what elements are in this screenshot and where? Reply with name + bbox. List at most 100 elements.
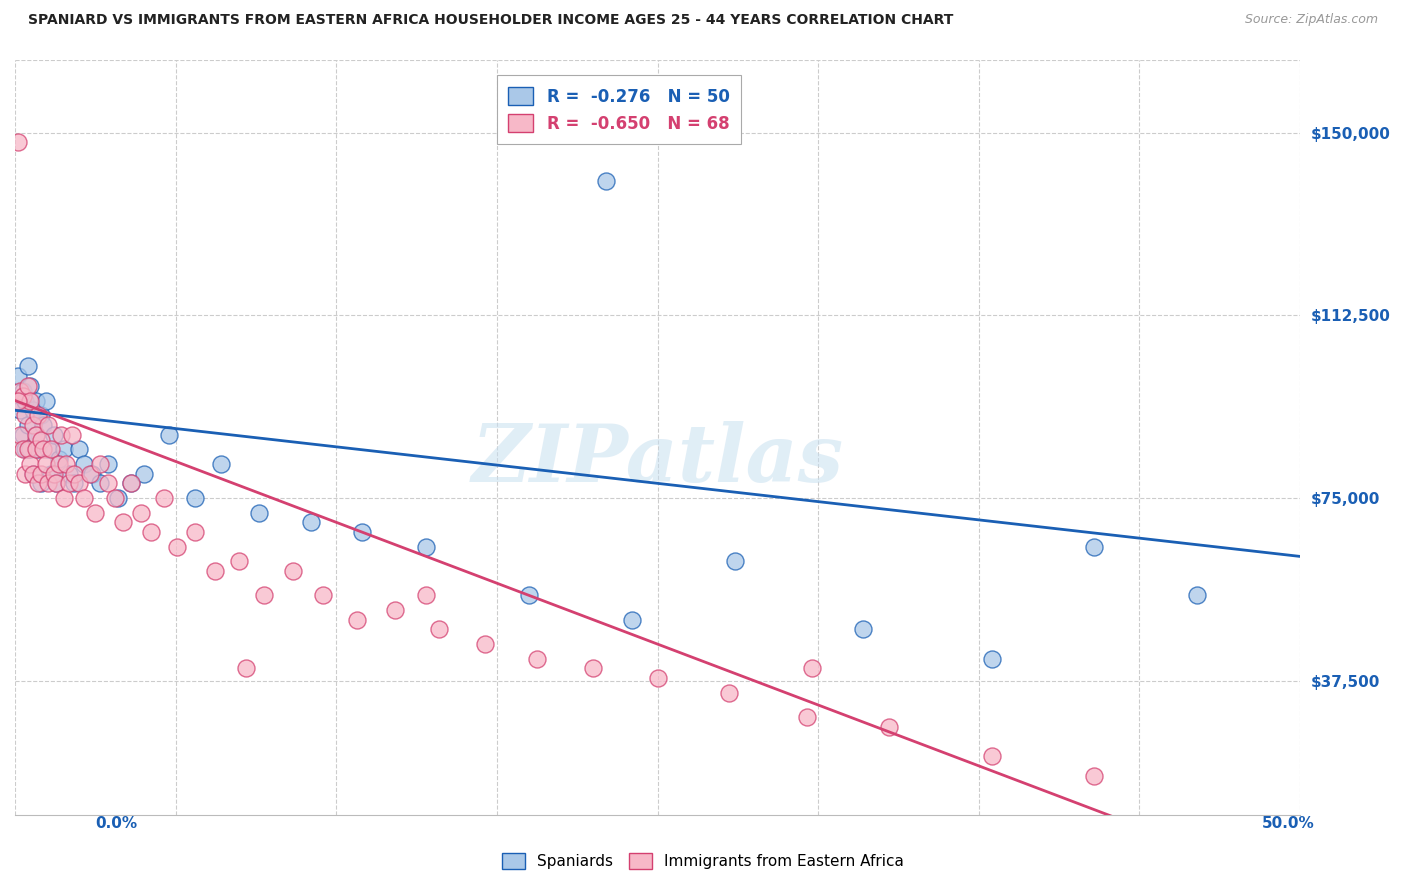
Point [517,588,540,602]
Point [17,379,39,393]
Point [52,491,75,505]
Point [184,524,207,539]
Point [17,442,39,457]
Point [166,540,188,554]
Point [83,506,105,520]
Point [582,661,605,675]
Point [415,588,437,602]
Point [6,393,28,408]
Point [21,417,44,432]
Point [718,686,741,700]
Point [14,408,37,422]
Point [73,491,96,505]
Point [17,359,39,374]
Legend: R =  -0.276   N = 50, R =  -0.650   N = 68: R = -0.276 N = 50, R = -0.650 N = 68 [496,76,741,145]
Point [14,467,37,481]
Point [63,467,86,481]
Point [235,661,257,675]
Point [32,417,55,432]
Point [27,442,49,457]
Point [89,476,111,491]
Point [800,661,823,675]
Point [8,403,31,417]
Point [48,457,70,471]
Point [89,457,111,471]
Point [247,506,270,520]
Point [723,554,745,568]
Point [67,476,90,491]
Point [346,613,368,627]
Point [96,457,118,471]
Point [8,384,31,398]
Point [21,467,44,481]
Point [980,651,1002,665]
Point [17,417,39,432]
Point [32,442,55,457]
Point [141,524,163,539]
Point [27,408,49,422]
Point [129,506,152,520]
Point [96,476,118,491]
Point [48,452,70,467]
Point [209,457,232,471]
Point [24,427,46,442]
Point [427,623,450,637]
Point [384,603,406,617]
Point [52,442,75,457]
Point [63,476,86,491]
Point [14,393,37,408]
Point [8,427,31,442]
Point [11,384,34,398]
Point [120,476,142,491]
Text: SPANIARD VS IMMIGRANTS FROM EASTERN AFRICA HOUSEHOLDER INCOME AGES 25 - 44 YEARS: SPANIARD VS IMMIGRANTS FROM EASTERN AFRI… [28,13,953,28]
Point [30,408,52,422]
Point [45,476,67,491]
Point [42,467,65,481]
Point [204,564,226,578]
Point [37,417,59,432]
Point [67,442,90,457]
Point [6,136,28,150]
Point [852,623,875,637]
Point [14,442,37,457]
Text: Source: ZipAtlas.com: Source: ZipAtlas.com [1244,13,1378,27]
Point [42,427,65,442]
Point [24,393,46,408]
Point [647,671,669,685]
Point [79,467,101,481]
Point [39,467,62,481]
Point [281,564,304,578]
Point [24,427,46,442]
Point [299,516,322,530]
Point [6,369,28,384]
Point [253,588,276,602]
Point [526,651,548,665]
Point [1083,540,1105,554]
Point [55,457,77,471]
Point [157,427,180,442]
Point [980,749,1002,764]
Point [45,476,67,491]
Point [21,467,44,481]
Point [228,554,250,568]
Point [132,467,155,481]
Point [73,457,96,471]
Point [58,467,80,481]
Point [20,393,42,408]
Point [21,403,44,417]
Point [153,491,176,505]
Point [24,442,46,457]
Text: 0.0%: 0.0% [96,816,138,831]
Point [27,476,49,491]
Point [39,442,62,457]
Legend: Spaniards, Immigrants from Eastern Africa: Spaniards, Immigrants from Eastern Afric… [496,847,910,875]
Point [107,491,129,505]
Point [51,427,73,442]
Point [1083,769,1105,783]
Point [58,476,80,491]
Point [11,427,34,442]
Point [30,476,52,491]
Point [595,174,617,188]
Point [11,389,34,403]
Point [104,491,127,505]
